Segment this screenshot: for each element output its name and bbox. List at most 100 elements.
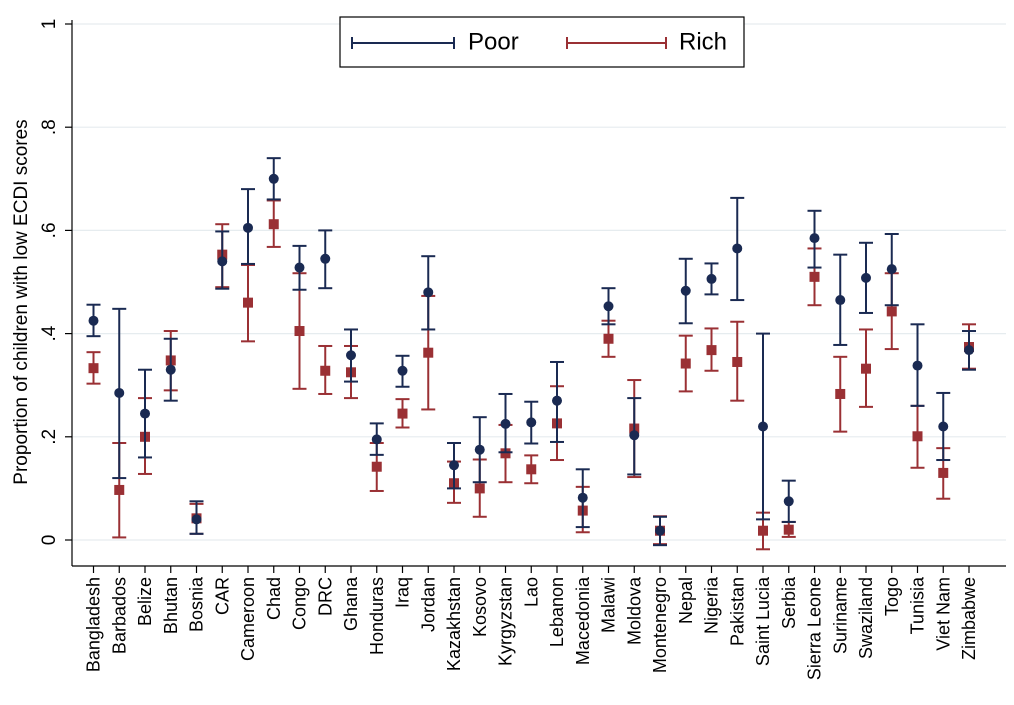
x-tick-label: Lao (521, 577, 541, 607)
y-tick-label: .8 (39, 119, 60, 135)
data-point-rich (732, 356, 743, 367)
x-tick-label: Bhutan (161, 577, 181, 634)
data-point-rich (912, 431, 923, 442)
axes (71, 20, 1006, 567)
x-tick-label: Kazakhstan (444, 577, 464, 671)
data-point-rich (114, 484, 125, 495)
data-point-rich (268, 219, 279, 230)
data-point-rich (886, 306, 897, 317)
x-tick-label: Zimbabwe (959, 577, 979, 660)
data-point-poor (835, 295, 846, 306)
data-point-rich (603, 333, 614, 344)
x-tick-label: Belize (135, 577, 155, 626)
data-point-poor (217, 256, 228, 267)
data-point-poor (680, 285, 691, 296)
data-point-rich (861, 363, 871, 374)
x-tick-label: Kosovo (470, 577, 490, 637)
legend-item-poor: Poor (351, 28, 519, 55)
data-point-poor (938, 421, 949, 432)
data-point-poor (191, 514, 202, 525)
data-point-poor (706, 273, 717, 284)
series-layer (86, 157, 976, 551)
legend-label: Rich (679, 28, 727, 55)
data-point-poor (397, 365, 408, 376)
x-tick-label: DRC (315, 577, 335, 616)
data-point-poor (886, 264, 897, 275)
data-point-poor (140, 408, 150, 419)
y-tick-label: .2 (39, 429, 60, 445)
data-point-poor (371, 434, 382, 445)
x-tick-label: Cameroon (238, 577, 258, 661)
data-point-rich (758, 525, 768, 536)
data-point-poor (964, 345, 974, 356)
data-point-poor (552, 395, 562, 406)
x-tick-label: Chad (264, 577, 284, 620)
x-tick-label: Jordan (418, 577, 438, 632)
data-point-rich (371, 461, 382, 472)
data-point-poor (449, 460, 459, 471)
x-tick-label: Saint Lucia (753, 576, 773, 666)
data-point-rich (397, 408, 408, 419)
data-point-poor (758, 421, 768, 432)
data-point-poor (474, 444, 485, 455)
x-tick-label: Montenegro (650, 577, 670, 673)
x-tick-label: Iraq (393, 577, 413, 608)
data-point-poor (809, 233, 820, 244)
x-tick-label: Kyrgyzstan (496, 577, 516, 666)
x-tick-label: Macedonia (573, 576, 593, 665)
x-tick-label: Serbia (779, 576, 799, 629)
x-tick-label: Bangladesh (84, 577, 104, 672)
series-poor (86, 157, 976, 547)
data-point-rich (500, 448, 511, 459)
data-point-poor (114, 387, 125, 398)
data-point-rich (320, 365, 331, 376)
y-tick-label: .6 (39, 222, 60, 238)
data-point-poor (346, 350, 356, 361)
data-point-poor (783, 496, 794, 507)
y-ticks: 0 .2 .4 .6 .8 1 (39, 19, 72, 546)
x-tick-label: Moldova (624, 576, 644, 645)
x-tick-label: Pakistan (727, 577, 747, 646)
data-point-rich (809, 271, 820, 282)
x-tick-label: Ghana (341, 576, 361, 631)
x-tick-label: Congo (290, 577, 310, 630)
x-tick-label: Togo (882, 577, 902, 616)
data-point-rich (526, 464, 537, 475)
x-ticks: Bangladesh Barbados Belize Bhutan Bosnia CAR C… (84, 566, 979, 680)
data-point-rich (783, 524, 794, 535)
x-tick-label: Lebanon (547, 577, 567, 647)
data-point-poor (629, 430, 640, 441)
x-tick-label: Nepal (676, 577, 696, 624)
legend-item-rich: Rich (566, 28, 727, 55)
data-point-poor (320, 253, 331, 264)
data-point-rich (423, 347, 434, 358)
x-tick-label: Honduras (367, 577, 387, 655)
data-point-rich (706, 345, 717, 356)
y-axis-label: Proportion of children with low ECDI sco… (11, 119, 32, 484)
data-point-rich (835, 388, 846, 399)
data-point-poor (165, 364, 176, 375)
data-point-poor (577, 492, 588, 503)
y-tick-label: .4 (39, 325, 60, 341)
data-point-rich (294, 326, 305, 337)
x-tick-label: Sierra Leone (805, 577, 825, 680)
y-tick-label: 0 (39, 535, 60, 546)
data-point-poor (500, 418, 511, 429)
y-tick-label: 1 (39, 19, 60, 30)
legend: Poor Rich (339, 16, 745, 68)
x-tick-label: Nigeria (702, 576, 722, 634)
data-point-poor (243, 222, 253, 233)
data-point-rich (88, 363, 99, 374)
data-point-rich (680, 358, 691, 369)
legend-label: Poor (468, 28, 519, 55)
x-tick-label: Tunisia (908, 576, 928, 634)
x-tick-label: Malawi (599, 577, 619, 633)
data-point-poor (603, 301, 614, 312)
x-tick-label: Viet Nam (933, 577, 953, 651)
data-point-poor (268, 173, 279, 184)
data-point-poor (912, 360, 923, 371)
data-point-rich (243, 297, 253, 308)
data-point-poor (655, 525, 665, 536)
x-tick-label: Bosnia (187, 576, 207, 632)
